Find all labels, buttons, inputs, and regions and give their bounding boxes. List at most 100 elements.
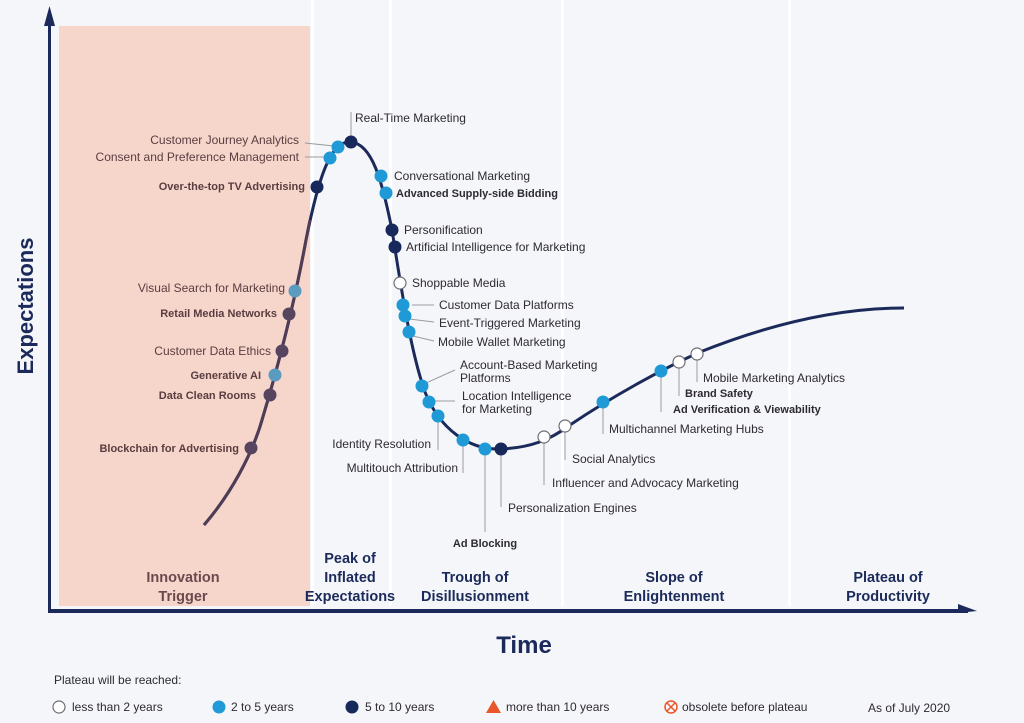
innovation-trigger-highlight xyxy=(59,26,310,606)
label-social: Social Analytics xyxy=(572,452,655,466)
as-of-date: As of July 2020 xyxy=(868,701,950,715)
label-ad-blocking: Ad Blocking xyxy=(453,538,517,550)
point-mobile-wallet-marketing[interactable] xyxy=(402,325,416,339)
phase-labels: Innovation Trigger Peak of Inflated Expe… xyxy=(146,551,930,605)
label-location-line1: Location Intelligence xyxy=(462,389,572,403)
phase-slope-line2: Enlightenment xyxy=(624,589,725,605)
label-conversational: Conversational Marketing xyxy=(394,169,530,183)
legend-obsolete-x-circle-icon xyxy=(664,700,678,714)
point-conversational-marketing[interactable] xyxy=(374,169,388,183)
label-cja: Customer Journey Analytics xyxy=(150,133,299,147)
label-customer-data-ethics: Customer Data Ethics xyxy=(154,344,271,358)
label-event-triggered: Event-Triggered Marketing xyxy=(439,316,581,330)
legend-lt2-icon xyxy=(52,700,66,714)
phase-plateau-line2: Productivity xyxy=(846,589,930,605)
point-ai-for-marketing[interactable] xyxy=(388,240,402,254)
label-generative-ai: Generative AI xyxy=(190,370,261,382)
point-brand-safety[interactable] xyxy=(672,355,686,369)
legend-2to5-icon xyxy=(212,700,226,714)
label-visual-search: Visual Search for Marketing xyxy=(138,281,285,295)
point-social-analytics[interactable] xyxy=(558,419,572,433)
label-blockchain: Blockchain for Advertising xyxy=(99,443,239,455)
legend-gt10-triangle-icon xyxy=(486,700,501,713)
label-clean-rooms: Data Clean Rooms xyxy=(159,390,256,402)
legend-obsolete-label: obsolete before plateau xyxy=(682,700,807,714)
legend-5to10-label: 5 to 10 years xyxy=(365,700,434,714)
leader-lines xyxy=(304,112,698,532)
point-customer-data-platforms[interactable] xyxy=(396,298,410,312)
label-rtm: Real-Time Marketing xyxy=(355,111,466,125)
legend-gt10-label: more than 10 years xyxy=(506,700,609,714)
data-points xyxy=(244,135,704,456)
legend-lt2-label: less than 2 years xyxy=(72,700,163,714)
label-multitouch: Multitouch Attribution xyxy=(347,461,458,475)
label-ad-verification: Ad Verification & Viewability xyxy=(673,404,822,416)
phase-dividers xyxy=(311,0,791,606)
point-mobile-marketing-analytics[interactable] xyxy=(690,347,704,361)
label-shoppable: Shoppable Media xyxy=(412,276,506,290)
phase-plateau-line1: Plateau of xyxy=(853,570,922,586)
phase-innovation-line2: Trigger xyxy=(158,589,208,605)
phase-peak-line2: Inflated xyxy=(324,570,376,586)
point-multichannel-marketing-hubs[interactable] xyxy=(596,395,610,409)
y-axis-title: Expectations xyxy=(13,238,38,375)
label-retail-media: Retail Media Networks xyxy=(160,308,277,320)
legend-5to10-icon xyxy=(345,700,359,714)
phase-slope-line1: Slope of xyxy=(645,570,702,586)
point-identity-resolution[interactable] xyxy=(431,409,445,423)
label-abm-line2: Platforms xyxy=(460,371,511,385)
label-cdp: Customer Data Platforms xyxy=(439,298,574,312)
phase-trough-line1: Trough of xyxy=(442,570,509,586)
hype-curve-trigger-segment xyxy=(202,219,312,526)
label-mma: Mobile Marketing Analytics xyxy=(703,371,845,385)
label-identity: Identity Resolution xyxy=(332,437,431,451)
label-mobile-wallet: Mobile Wallet Marketing xyxy=(438,335,566,349)
label-assb: Advanced Supply-side Bidding xyxy=(396,188,558,200)
point-customer-data-ethics[interactable] xyxy=(275,344,289,358)
point-over-the-top-tv-advertising[interactable] xyxy=(310,180,324,194)
axes xyxy=(44,6,977,613)
point-event-triggered-marketing[interactable] xyxy=(398,309,412,323)
point-ad-blocking[interactable] xyxy=(478,442,492,456)
y-axis-arrow-icon xyxy=(44,6,55,26)
y-axis-line xyxy=(48,12,51,612)
label-location-line2: for Marketing xyxy=(462,402,532,416)
x-axis-arrow-icon xyxy=(958,604,977,613)
point-influencer-and-advocacy-marketing[interactable] xyxy=(537,430,551,444)
label-brand-safety: Brand Safety xyxy=(685,388,754,400)
label-ai-marketing: Artificial Intelligence for Marketing xyxy=(406,240,585,254)
point-retail-media-networks[interactable] xyxy=(282,307,296,321)
x-axis-line xyxy=(48,609,968,613)
point-shoppable-media[interactable] xyxy=(393,276,407,290)
point-blockchain-for-advertising[interactable] xyxy=(244,441,258,455)
point-advanced-supply-side-bidding[interactable] xyxy=(379,186,393,200)
point-data-clean-rooms[interactable] xyxy=(263,388,277,402)
phase-peak-line1: Peak of xyxy=(324,551,376,567)
phase-innovation-line1: Innovation xyxy=(146,570,219,586)
phase-trough-line2: Disillusionment xyxy=(421,589,529,605)
x-axis-title: Time xyxy=(496,632,552,659)
point-labels: Blockchain for Advertising Data Clean Ro… xyxy=(96,111,846,550)
point-multitouch-attribution[interactable] xyxy=(456,433,470,447)
phase-peak-line3: Expectations xyxy=(305,589,395,605)
legend: Plateau will be reached: less than 2 yea… xyxy=(52,673,950,715)
label-ott: Over-the-top TV Advertising xyxy=(159,181,305,193)
point-customer-journey-analytics[interactable] xyxy=(331,140,345,154)
point-personification[interactable] xyxy=(385,223,399,237)
label-consent: Consent and Preference Management xyxy=(96,150,300,164)
point-personalization-engines[interactable] xyxy=(494,442,508,456)
point-consent-and-preference-management[interactable] xyxy=(323,151,337,165)
point-account-based-marketing-platforms[interactable] xyxy=(415,379,429,393)
label-personification: Personification xyxy=(404,223,483,237)
point-visual-search-for-marketing[interactable] xyxy=(288,284,302,298)
point-location-intelligence[interactable] xyxy=(422,395,436,409)
point-real-time-marketing[interactable] xyxy=(344,135,358,149)
point-generative-ai[interactable] xyxy=(268,368,282,382)
legend-2to5-label: 2 to 5 years xyxy=(231,700,294,714)
legend-title: Plateau will be reached: xyxy=(54,673,181,687)
label-personalization: Personalization Engines xyxy=(508,501,637,515)
point-ad-verification-viewability[interactable] xyxy=(654,364,668,378)
label-abm-line1: Account-Based Marketing xyxy=(460,358,597,372)
label-influencer: Influencer and Advocacy Marketing xyxy=(552,476,739,490)
